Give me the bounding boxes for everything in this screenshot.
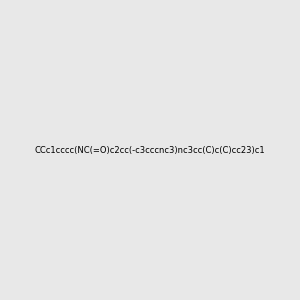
Text: CCc1cccc(NC(=O)c2cc(-c3cccnc3)nc3cc(C)c(C)cc23)c1: CCc1cccc(NC(=O)c2cc(-c3cccnc3)nc3cc(C)c(…	[35, 146, 265, 154]
